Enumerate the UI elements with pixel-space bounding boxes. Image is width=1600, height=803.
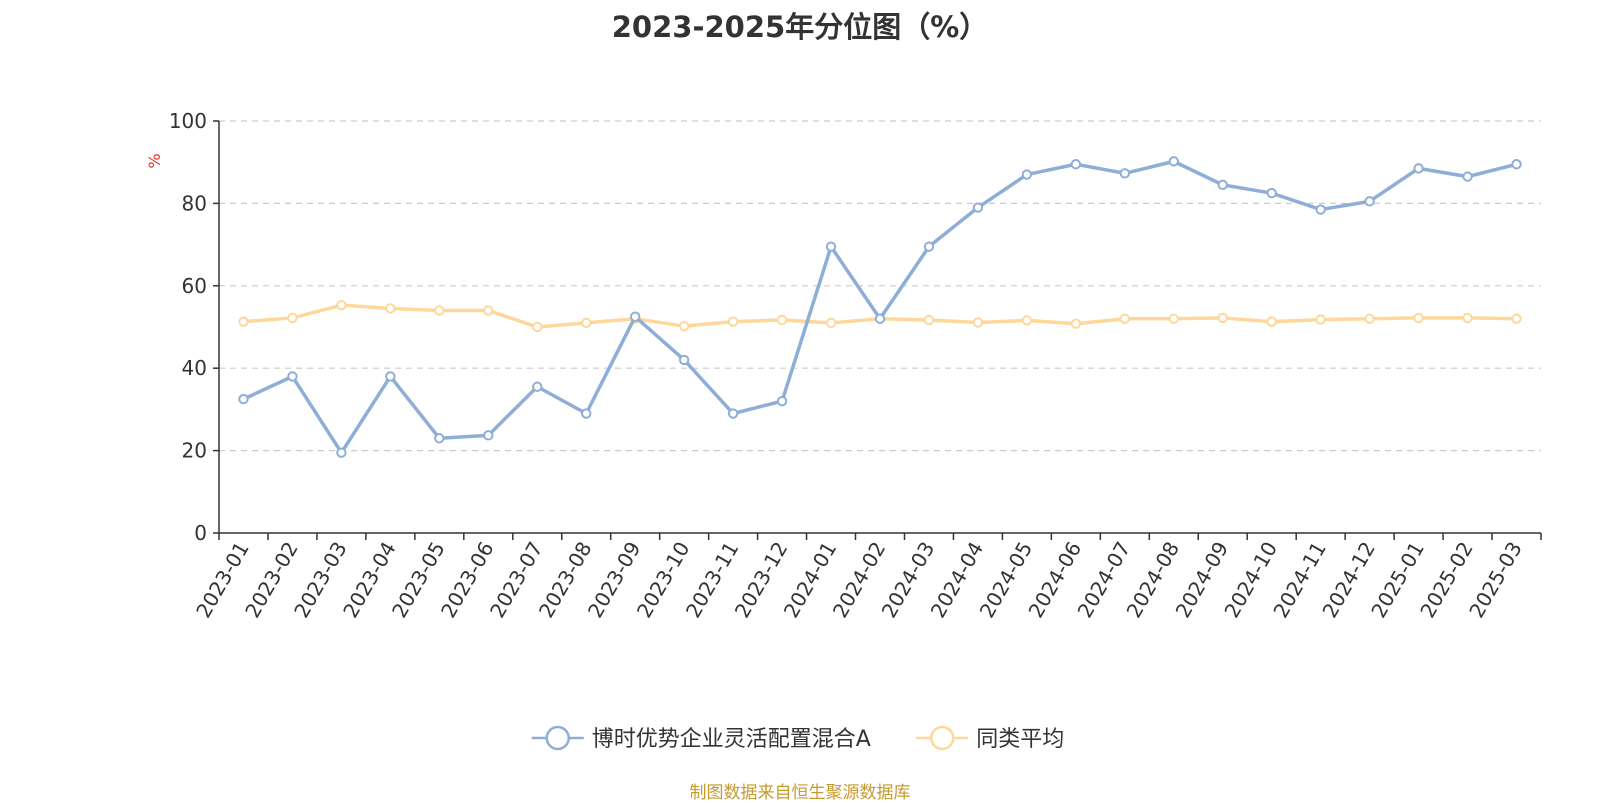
data-point xyxy=(1413,312,1424,324)
data-point xyxy=(678,320,690,332)
data-point xyxy=(532,321,543,333)
data-point xyxy=(1315,204,1326,215)
data-point xyxy=(238,316,249,327)
data-point xyxy=(1413,163,1424,174)
data-point xyxy=(385,303,396,314)
data-point xyxy=(972,317,984,328)
data-point xyxy=(336,299,347,311)
legend-item[interactable]: 同类平均 xyxy=(916,725,1064,752)
data-point xyxy=(1070,318,1082,329)
data-point xyxy=(825,317,837,329)
legend-label: 同类平均 xyxy=(976,727,1064,752)
data-point xyxy=(1070,159,1082,170)
y-tick-label: 60 xyxy=(182,274,207,298)
y-tick-labels: 0 20 40 60 80 100 xyxy=(169,109,207,545)
data-point xyxy=(1119,313,1131,324)
data-point xyxy=(336,447,347,458)
x-tick-labels: 2023-012023-022023-032023-042023-052023-… xyxy=(191,538,1527,622)
data-point xyxy=(874,313,886,324)
data-point xyxy=(825,241,837,252)
data-point xyxy=(776,314,788,326)
data-point xyxy=(1315,314,1326,325)
y-tick-label: 80 xyxy=(182,191,207,215)
y-axis-label: % xyxy=(145,153,164,168)
data-point xyxy=(581,317,592,329)
data-point xyxy=(434,433,445,444)
legend-swatch-marker xyxy=(545,725,570,751)
data-point xyxy=(532,381,543,392)
data-point xyxy=(1364,313,1375,324)
data-point xyxy=(629,311,641,322)
legend-swatch-marker xyxy=(930,725,955,751)
y-tick-label: 40 xyxy=(182,356,207,380)
data-point xyxy=(385,371,396,382)
y-tick-label: 20 xyxy=(182,439,207,463)
data-point xyxy=(287,371,298,382)
data-point xyxy=(1217,179,1228,191)
data-point xyxy=(923,241,935,252)
y-tick-label: 0 xyxy=(194,521,207,545)
legend[interactable]: 博时优势企业灵活配置混合A 同类平均 xyxy=(531,725,1065,752)
data-point xyxy=(1119,168,1131,179)
legend-item[interactable]: 博时优势企业灵活配置混合A xyxy=(531,725,871,752)
data-point xyxy=(1364,196,1375,207)
grid-lines xyxy=(219,120,1541,452)
data-point xyxy=(1511,313,1522,324)
data-point xyxy=(727,408,739,419)
data-point xyxy=(727,316,739,327)
data-point xyxy=(972,202,984,213)
series-lines xyxy=(238,156,1522,458)
data-point xyxy=(776,395,788,407)
data-point xyxy=(434,305,445,316)
data-point xyxy=(238,393,249,405)
data-point xyxy=(1462,312,1473,324)
data-point xyxy=(483,430,494,441)
data-point xyxy=(581,408,592,419)
legend-label: 博时优势企业灵活配置混合A xyxy=(592,727,871,752)
data-point xyxy=(923,314,935,326)
data-point xyxy=(483,305,494,316)
data-point xyxy=(1462,171,1473,182)
series-line xyxy=(241,159,1519,455)
y-tick-label: 100 xyxy=(169,109,207,133)
source-note: 制图数据来自恒生聚源数据库 xyxy=(689,783,911,803)
data-point xyxy=(678,354,690,366)
axes xyxy=(213,120,1542,540)
data-point xyxy=(287,312,298,324)
data-point xyxy=(1266,316,1277,327)
data-point xyxy=(1217,312,1228,324)
data-point xyxy=(1266,187,1277,199)
data-point xyxy=(1021,169,1033,180)
data-point xyxy=(1168,156,1179,167)
data-point xyxy=(1168,313,1179,324)
chart-title: 2023-2025年分位图（%） xyxy=(611,10,989,44)
data-point xyxy=(1021,315,1033,326)
data-point xyxy=(1511,159,1522,170)
